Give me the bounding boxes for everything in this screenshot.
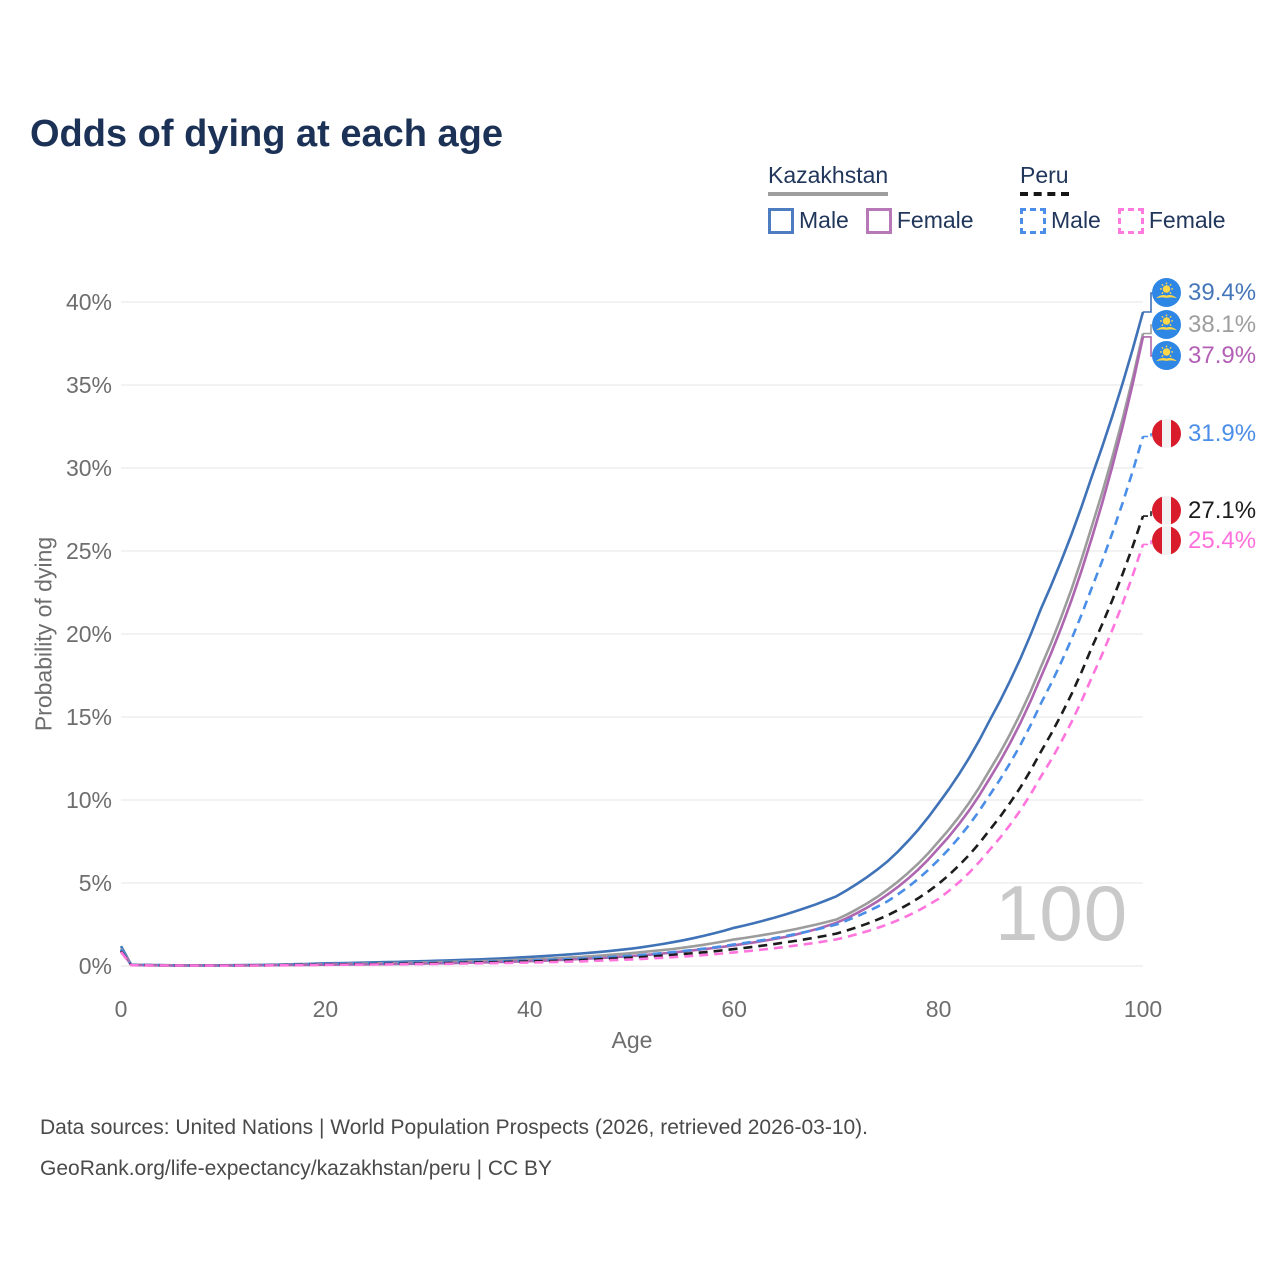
end-label-value: 25.4% <box>1188 526 1257 554</box>
end-label-pe-male: 31.9% <box>1152 419 1256 448</box>
x-tick-label: 20 <box>312 996 339 1022</box>
legend-items-kazakhstan: Male Female <box>768 207 974 234</box>
flag-kazakhstan-icon <box>1152 278 1181 307</box>
legend-country-kazakhstan[interactable]: Kazakhstan <box>768 162 889 196</box>
y-tick-label: 40% <box>65 289 112 315</box>
legend-label-kazakhstan-female: Female <box>896 207 974 233</box>
data-source-line: Data sources: United Nations | World Pop… <box>40 1116 869 1139</box>
end-label-value: 31.9% <box>1188 419 1257 447</box>
legend-items-peru: Male Female <box>1020 207 1226 234</box>
legend-item-peru-male[interactable]: Male <box>1020 207 1101 234</box>
flag-peru-icon <box>1152 419 1181 448</box>
y-tick-label: 5% <box>78 870 112 896</box>
page-title: Odds of dying at each age <box>30 113 503 156</box>
end-label-pe-female: 25.4% <box>1152 526 1256 555</box>
legend-label-peru-female: Female <box>1148 207 1226 233</box>
flag-kazakhstan-icon <box>1152 341 1181 370</box>
legend-item-peru-female[interactable]: Female <box>1117 207 1226 234</box>
x-tick-label: 40 <box>517 996 543 1022</box>
end-label-kz-male: 39.4% <box>1152 278 1256 307</box>
legend-group-peru: Peru Male Female <box>1020 162 1226 234</box>
legend-country-peru[interactable]: Peru <box>1020 162 1069 196</box>
y-tick-label: 30% <box>65 455 112 481</box>
legend-swatch-kazakhstan-female-icon <box>865 207 892 234</box>
legend-swatch-peru-female-icon <box>1117 207 1144 234</box>
legend-item-kazakhstan-female[interactable]: Female <box>865 207 974 234</box>
series-line-kz-female <box>119 336 1145 967</box>
x-tick-label: 100 <box>1123 996 1163 1022</box>
legend-label-kazakhstan-male: Male <box>799 207 849 233</box>
legend-group-kazakhstan: Kazakhstan Male Female <box>768 162 974 234</box>
y-tick-label: 35% <box>65 372 112 398</box>
series-line-pe-both <box>119 515 1145 967</box>
series-line-kz-male <box>119 311 1145 967</box>
end-label-pe-both: 27.1% <box>1152 496 1256 525</box>
end-label-value: 27.1% <box>1188 496 1257 524</box>
legend-swatch-peru-male-icon <box>1020 207 1046 234</box>
x-axis-title: Age <box>611 1027 653 1053</box>
series-line-pe-male <box>119 436 1145 967</box>
legend-item-kazakhstan-male[interactable]: Male <box>768 207 849 234</box>
gridlines <box>121 301 1143 967</box>
x-tick-label: 60 <box>721 996 747 1022</box>
end-label-value: 37.9% <box>1188 341 1257 369</box>
y-tick-label: 25% <box>65 538 112 564</box>
age-watermark: 100 <box>995 869 1129 957</box>
flag-kazakhstan-icon <box>1152 310 1181 339</box>
flag-peru-icon <box>1152 496 1181 525</box>
footer: Data sources: United Nations | World Pop… <box>40 1108 868 1190</box>
y-tick-label: 10% <box>65 787 112 813</box>
series-line-pe-female <box>119 543 1145 968</box>
x-tick-label: 80 <box>925 996 952 1022</box>
attribution-line: GeoRank.org/life-expectancy/kazakhstan/p… <box>40 1156 553 1180</box>
y-tick-label: 15% <box>65 704 112 730</box>
end-label-kz-both: 38.1% <box>1152 310 1256 339</box>
y-tick-label: 20% <box>65 621 112 647</box>
legend-swatch-kazakhstan-male-icon <box>768 207 794 234</box>
legend-label-peru-male: Male <box>1051 207 1101 233</box>
series-lines <box>119 311 1145 968</box>
end-label-value: 39.4% <box>1188 278 1257 306</box>
flag-peru-icon <box>1152 526 1181 555</box>
x-tick-label: 0 <box>114 996 128 1022</box>
end-label-value: 38.1% <box>1188 310 1257 338</box>
end-label-kz-female: 37.9% <box>1152 341 1256 370</box>
y-tick-label: 0% <box>78 953 112 979</box>
series-line-kz-both <box>119 333 1145 967</box>
